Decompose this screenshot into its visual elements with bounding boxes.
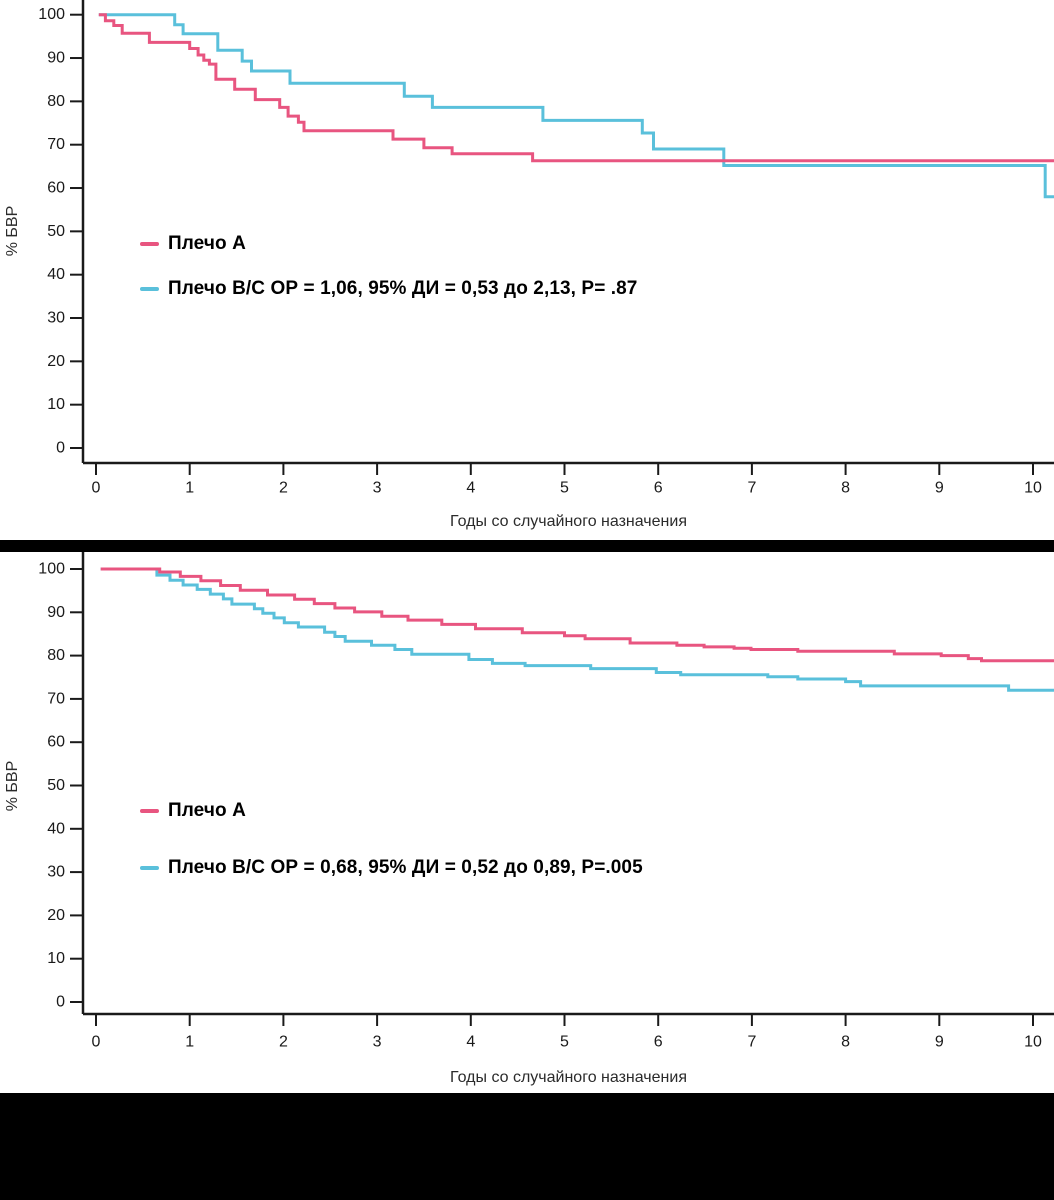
series-curve-arm-a-top: [98, 13, 1054, 163]
x-tick-label: 5: [560, 1034, 569, 1051]
x-tick-label: 6: [654, 480, 663, 497]
legend-item-arm-bc-top: Плечо В/С ОР = 1,06, 95% ДИ = 0,53 до 2,…: [140, 277, 637, 301]
y-tick-label: 100: [38, 6, 65, 23]
x-tick-label: 7: [747, 480, 756, 497]
legend-item-arm-a-top: Плечо А: [140, 232, 246, 256]
x-tick-label: 7: [747, 1034, 756, 1051]
x-tick-label: 0: [92, 480, 101, 497]
x-tick-label: 3: [373, 1034, 382, 1051]
y-tick-label: 0: [56, 440, 65, 457]
y-tick-label: 80: [47, 647, 65, 664]
legend-item-arm-bc-bottom: Плечо В/С ОР = 0,68, 95% ДИ = 0,52 до 0,…: [140, 856, 643, 880]
y-tick-label: 80: [47, 93, 65, 110]
x-tick-label: 4: [466, 480, 475, 497]
y-axis-title-top: % БВР: [4, 205, 21, 257]
legend-swatch-arm-a-top: [140, 242, 159, 246]
y-tick-label: 70: [47, 690, 65, 707]
y-tick-label: 100: [38, 561, 65, 578]
x-tick-label: 0: [92, 1034, 101, 1051]
legend-swatch-arm-bc-top: [140, 287, 159, 291]
legend-label-arm-bc-top: Плечо В/С ОР = 1,06, 95% ДИ = 0,53 до 2,…: [168, 278, 638, 299]
y-tick-label: 20: [47, 353, 65, 370]
separator-bar: [0, 540, 1054, 552]
x-axis-title-top: Годы со случайного назначения: [450, 513, 687, 530]
x-tick-label: 2: [279, 1034, 288, 1051]
legend-label-arm-a-top: Плечо А: [168, 233, 246, 254]
x-tick-label: 1: [185, 1034, 194, 1051]
x-tick-label: 3: [373, 480, 382, 497]
x-tick-label: 10: [1024, 1034, 1042, 1051]
y-tick-label: 10: [47, 396, 65, 413]
x-tick-label: 6: [654, 1034, 663, 1051]
legend-swatch-arm-a-bottom: [140, 809, 159, 813]
x-tick-label: 8: [841, 1034, 850, 1051]
y-tick-label: 40: [47, 820, 65, 837]
y-axis-title-bottom: % БВР: [4, 760, 21, 812]
y-tick-label: 40: [47, 266, 65, 283]
y-tick-label: 50: [47, 223, 65, 240]
x-tick-label: 1: [185, 480, 194, 497]
series-curve-arm-bc-bottom: [100, 567, 1054, 692]
y-tick-label: 30: [47, 864, 65, 881]
x-tick-label: 4: [466, 1034, 475, 1051]
footer-bar: [0, 1093, 1054, 1200]
series-curve-arm-bc-top: [98, 13, 1054, 199]
y-tick-label: 60: [47, 180, 65, 197]
legend-item-arm-a-bottom: Плечо А: [140, 799, 246, 823]
y-tick-label: 0: [56, 994, 65, 1011]
legend-label-arm-a-bottom: Плечо А: [168, 800, 246, 821]
y-tick-label: 50: [47, 777, 65, 794]
x-tick-label: 5: [560, 480, 569, 497]
x-tick-label: 9: [935, 1034, 944, 1051]
y-tick-label: 30: [47, 310, 65, 327]
series-curve-arm-a-bottom: [100, 567, 1054, 663]
x-axis-title-bottom: Годы со случайного назначения: [450, 1069, 687, 1086]
legend-label-arm-bc-bottom: Плечо В/С ОР = 0,68, 95% ДИ = 0,52 до 0,…: [168, 857, 643, 878]
legend-swatch-arm-bc-bottom: [140, 866, 159, 870]
x-tick-label: 9: [935, 480, 944, 497]
y-tick-label: 90: [47, 50, 65, 67]
x-tick-label: 2: [279, 480, 288, 497]
y-tick-label: 70: [47, 136, 65, 153]
y-tick-label: 10: [47, 950, 65, 967]
x-tick-label: 8: [841, 480, 850, 497]
x-tick-label: 10: [1024, 480, 1042, 497]
y-tick-label: 90: [47, 604, 65, 621]
y-tick-label: 20: [47, 907, 65, 924]
y-tick-label: 60: [47, 734, 65, 751]
